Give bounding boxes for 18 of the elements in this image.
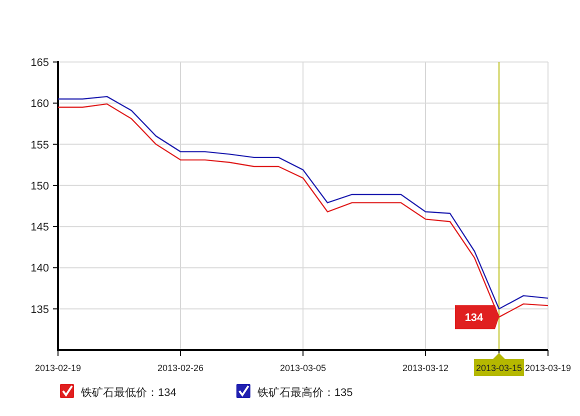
x-label: 2013-03-12 xyxy=(402,363,449,373)
y-tick-label: 140 xyxy=(30,262,49,275)
x-tick-label: 2013-03-15 xyxy=(476,363,522,373)
y-tick-label: 135 xyxy=(30,304,49,316)
y-tick-label: 165 xyxy=(30,57,49,69)
value-label: 134 xyxy=(455,305,499,330)
y-tick-label: 145 xyxy=(30,222,49,234)
data-label: 134 xyxy=(464,312,484,324)
x-pointer-label: 2013-03-15 xyxy=(474,353,524,376)
x-label: 2013-02-26 xyxy=(157,363,204,373)
y-tick-label: 150 xyxy=(30,180,49,192)
legend-label: 铁矿石最高价：135 xyxy=(256,386,353,399)
y-tick-label: 155 xyxy=(30,139,49,152)
legend-label: 铁矿石最低价：134 xyxy=(80,386,176,399)
y-tick-label: 160 xyxy=(30,98,49,110)
x-label: 2013-02-19 xyxy=(34,363,82,373)
x-label: 2013-03-05 xyxy=(280,363,326,373)
x-label: 2013-03-19 xyxy=(524,363,572,373)
